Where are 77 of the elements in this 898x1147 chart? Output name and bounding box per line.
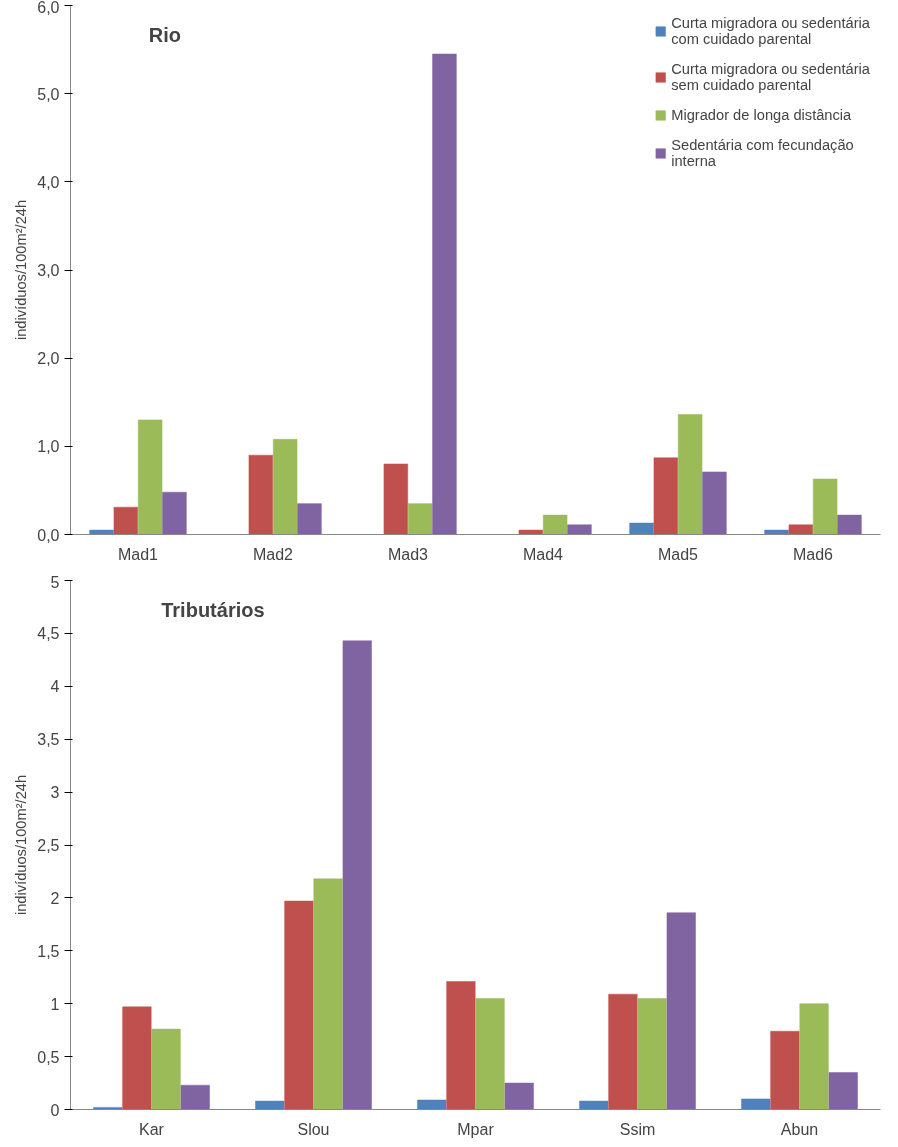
bar	[788, 524, 814, 535]
bar	[383, 463, 409, 535]
bar	[162, 491, 187, 535]
bar	[764, 529, 789, 535]
y-tick-label: 4	[50, 678, 60, 696]
y-axis-title: indivíduos/100m²/24h	[13, 199, 30, 341]
bar	[284, 900, 314, 1110]
bar	[828, 1072, 858, 1110]
bar	[417, 1099, 447, 1110]
y-tick-label: 5	[50, 573, 60, 591]
y-tick-label: 3,5	[37, 731, 60, 749]
x-tick-label: Abun	[780, 1120, 819, 1138]
bar	[608, 993, 638, 1110]
bar	[446, 981, 476, 1110]
text: Tributários	[161, 598, 265, 621]
bar	[122, 1006, 152, 1110]
bar	[113, 506, 139, 535]
y-tick-label: 5,0	[37, 85, 60, 103]
y-tick-label: 2,0	[37, 350, 60, 368]
bar	[255, 1100, 285, 1110]
y-tick-label: 1	[50, 995, 60, 1013]
bar	[653, 457, 679, 535]
bar	[180, 1084, 210, 1110]
y-tick-label: 3,0	[37, 262, 60, 279]
bar	[518, 529, 544, 535]
bar	[475, 998, 505, 1110]
bar	[637, 998, 667, 1110]
x-tick-label: Slou	[297, 1120, 330, 1138]
x-tick-label: Mad2	[252, 545, 294, 563]
bar	[567, 524, 592, 535]
bar	[407, 503, 433, 535]
bar	[542, 514, 568, 535]
y-tick-label: 3	[50, 784, 60, 802]
x-tick-label: Mad1	[117, 545, 159, 563]
legend-label: Sedentária com fecundação interna	[671, 137, 854, 169]
x-tick-label: Mad5	[657, 545, 699, 563]
y-tick-label: 1,0	[37, 438, 60, 456]
bar	[812, 478, 838, 535]
x-tick-label: Mad3	[387, 545, 429, 563]
bar	[799, 1003, 829, 1110]
y-tick-label: 2,5	[37, 837, 60, 854]
bar	[342, 640, 372, 1110]
x-tick-label: Ssim	[619, 1120, 656, 1138]
bar	[248, 454, 274, 535]
y-tick-label: 2	[50, 889, 60, 907]
x-tick-label: Mad6	[792, 545, 834, 563]
y-tick-label: 1,5	[37, 942, 60, 960]
bar	[677, 414, 703, 535]
bar	[666, 912, 696, 1110]
bar	[579, 1100, 609, 1110]
bar	[770, 1030, 800, 1110]
text: Rio	[148, 23, 182, 46]
bar	[89, 529, 114, 535]
y-tick-label: 0,5	[37, 1048, 60, 1066]
bar	[432, 53, 457, 535]
bar	[313, 878, 343, 1110]
x-tick-label: Mpar	[457, 1120, 495, 1138]
bar	[272, 439, 298, 535]
bar	[741, 1098, 771, 1110]
legend-label: Migrador de longa distância	[671, 107, 852, 123]
bar	[702, 471, 727, 535]
bar	[151, 1028, 181, 1110]
y-tick-label: 4,5	[37, 625, 60, 643]
bar	[629, 522, 654, 535]
legend-label: Curta migradora ou sedentária sem cuidado parental	[671, 61, 870, 93]
x-tick-label: Kar	[139, 1120, 165, 1138]
x-tick-label: Mad4	[522, 545, 564, 563]
y-tick-label: 4,0	[37, 173, 60, 191]
bar	[504, 1082, 534, 1110]
bar	[297, 503, 322, 535]
legend-label: Curta migradora ou sedentária com cuidado parental	[671, 15, 870, 47]
y-axis-title: indivíduos/100m²/24h	[13, 774, 30, 916]
bar	[837, 514, 862, 535]
bar	[137, 419, 163, 535]
y-tick-label: 0	[50, 1101, 60, 1119]
y-tick-label: 6,0	[37, 0, 60, 16]
y-tick-label: 0,0	[37, 526, 60, 544]
